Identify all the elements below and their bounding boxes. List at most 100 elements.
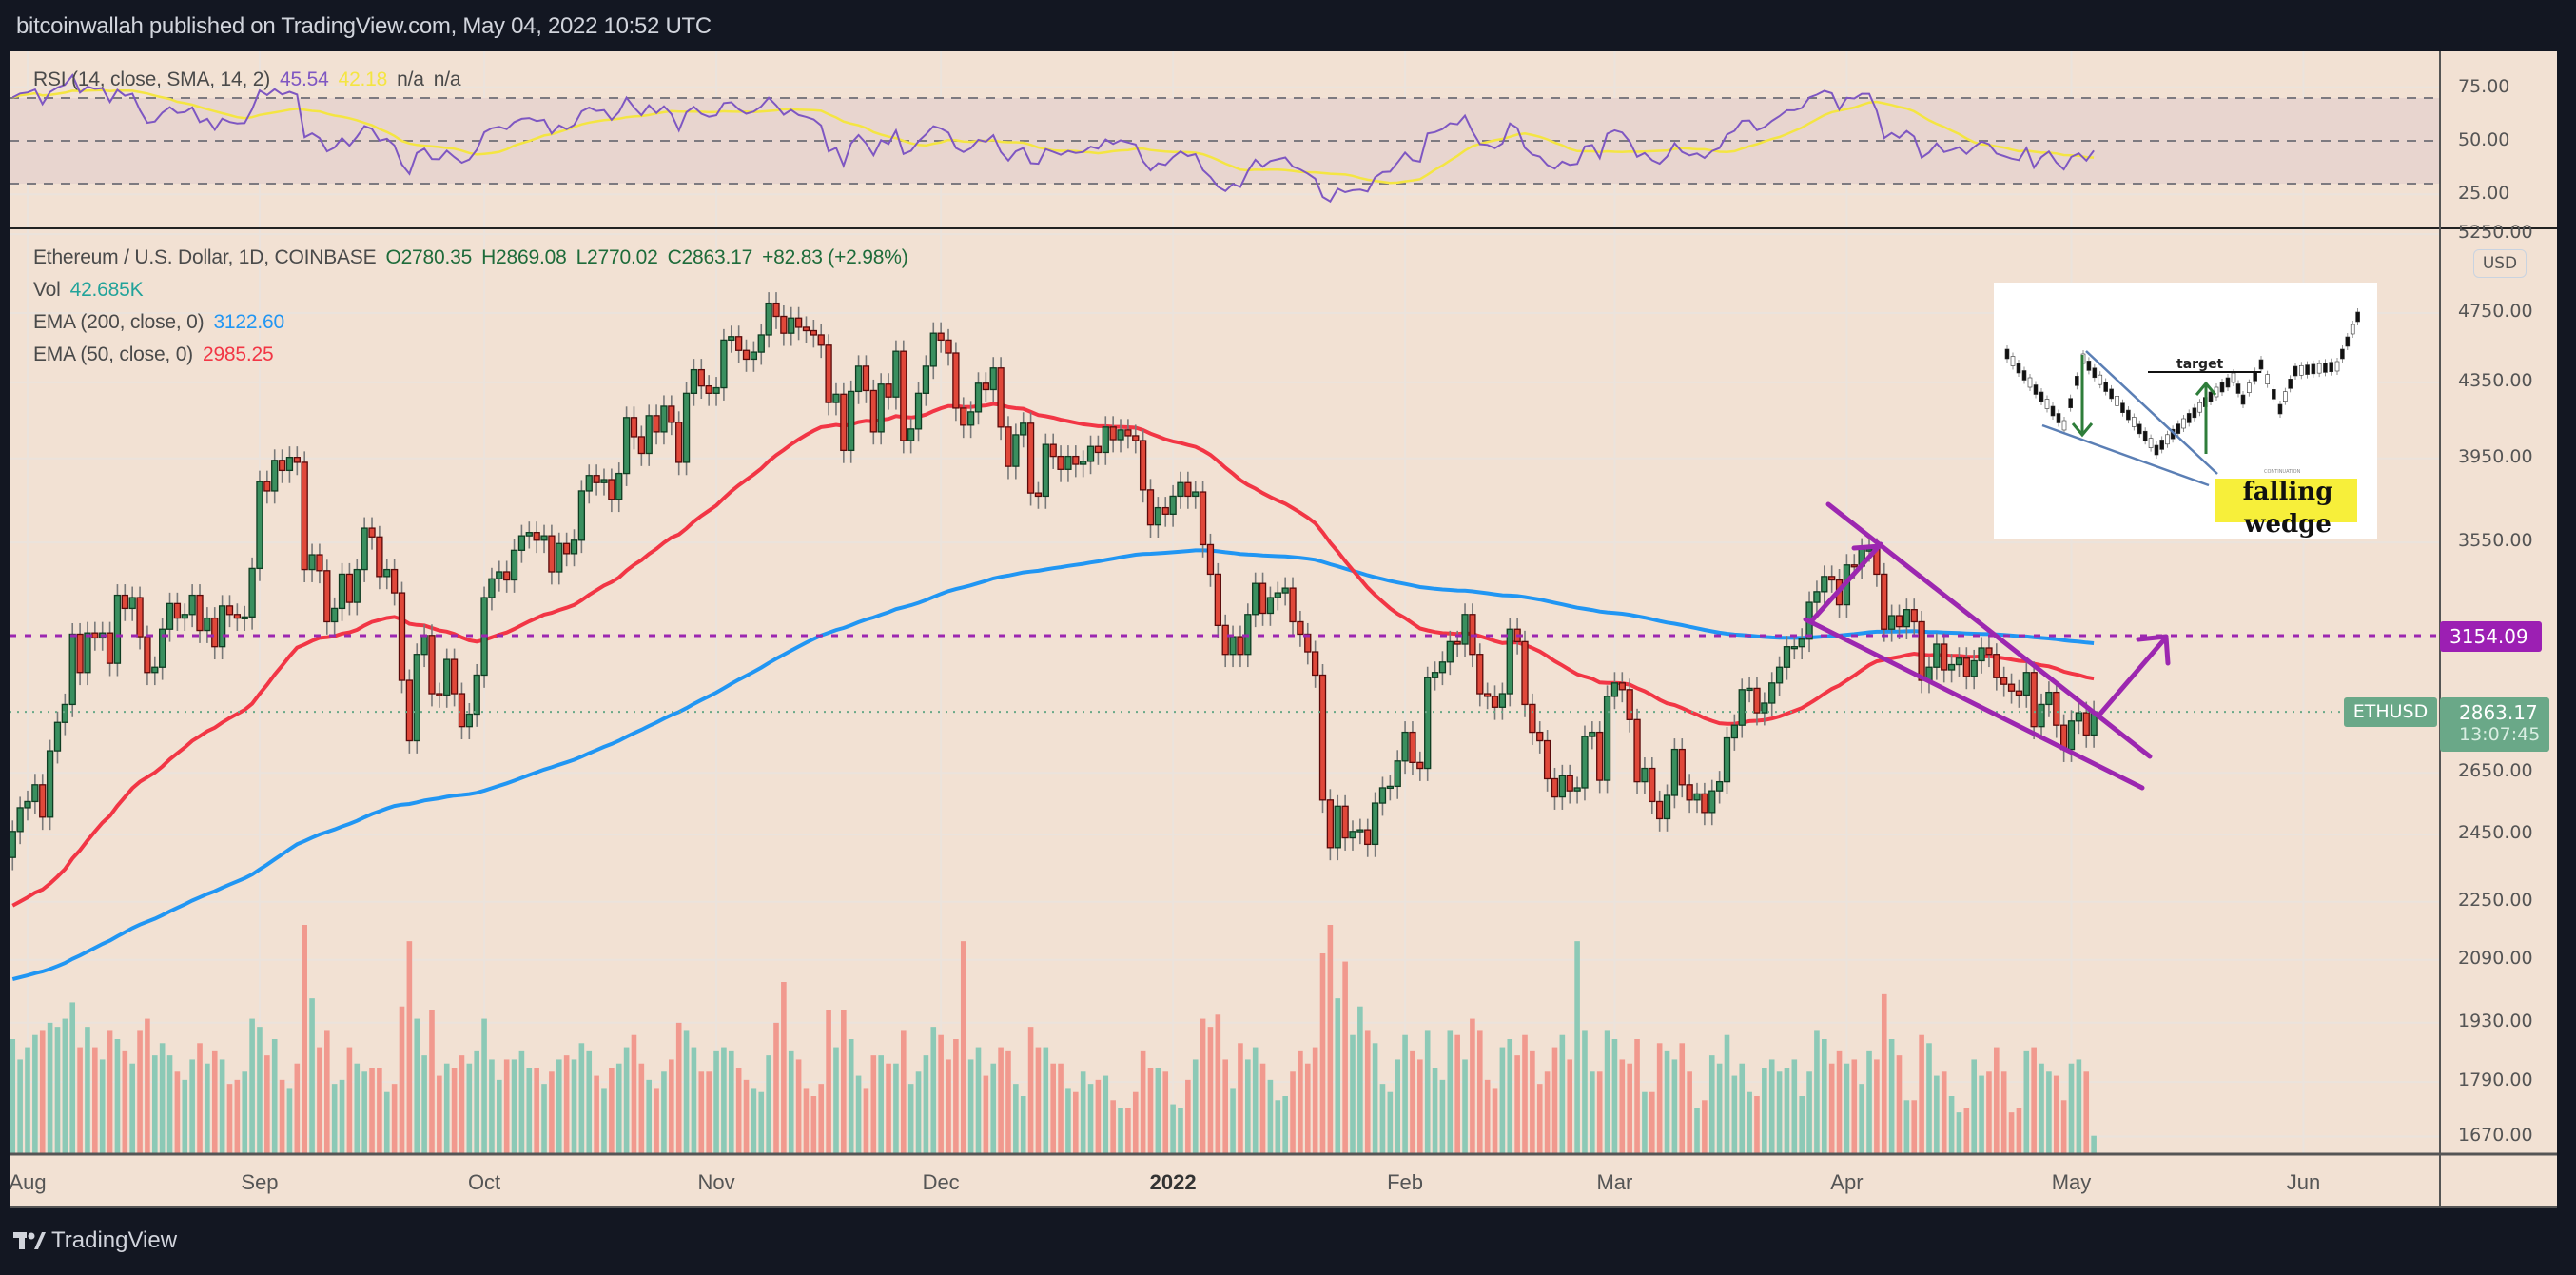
candle	[556, 542, 563, 573]
volume-bar	[623, 1047, 630, 1153]
volume-bar	[1170, 1104, 1176, 1153]
volume-bar	[459, 1055, 465, 1153]
candle	[1603, 696, 1611, 781]
candle	[533, 532, 540, 541]
volume-bar	[1522, 1034, 1528, 1153]
candle	[16, 807, 24, 833]
candle	[1086, 445, 1095, 462]
candle	[2022, 672, 2030, 696]
volume-bar	[1866, 1050, 1872, 1153]
rsi-legend[interactable]: RSI (14, close, SMA, 14, 2) 45.54 42.18 n/a…	[33, 69, 470, 91]
inset-caption-line1: falling	[2243, 478, 2333, 506]
candle	[900, 350, 907, 441]
volume-bar	[788, 1050, 794, 1153]
candle	[1184, 481, 1192, 498]
candle	[1498, 693, 1507, 708]
candle	[1094, 445, 1103, 454]
time-axis[interactable]: Aug Sep Oct Nov Dec 2022 Feb Mar Apr May Jun	[9, 1170, 2320, 1194]
candle	[76, 633, 84, 674]
volume-bar	[451, 1068, 458, 1153]
candle	[1610, 682, 1619, 697]
volume-bar	[534, 1068, 539, 1153]
volume-bar	[391, 1084, 398, 1153]
volume-bar	[946, 1059, 951, 1153]
candle	[1064, 455, 1072, 470]
inset-candle	[2126, 409, 2131, 421]
inset-candle	[2329, 362, 2334, 373]
volume-bar	[1828, 1063, 1835, 1153]
volume-bar	[541, 1084, 547, 1153]
volume-bar	[1140, 1050, 1146, 1153]
candle	[1311, 651, 1319, 677]
volume-bar	[1417, 1059, 1423, 1153]
symbol-legend[interactable]: Ethereum / U.S. Dollar, 1D, COINBASE O278…	[33, 246, 918, 269]
volume-bar	[99, 1059, 106, 1153]
inset-candle	[2305, 364, 2310, 375]
volume-bar	[1095, 1079, 1102, 1153]
volume-bar	[594, 1075, 599, 1153]
ema200-legend[interactable]: EMA (200, close, 0) 3122.60	[33, 311, 294, 334]
candle	[241, 616, 248, 619]
candle	[1161, 506, 1169, 515]
candle	[308, 554, 316, 571]
volume-bar	[406, 941, 413, 1153]
candle	[323, 570, 331, 623]
volume-bar	[900, 1030, 907, 1153]
candle	[128, 597, 136, 610]
candle	[817, 334, 825, 346]
inset-candle	[2316, 363, 2322, 374]
candle	[1192, 491, 1200, 498]
candle	[608, 479, 615, 500]
candle	[802, 326, 810, 332]
volume-bar	[601, 1088, 607, 1153]
currency-badge[interactable]: USD	[2473, 249, 2527, 278]
rsi-band-lines	[10, 97, 2435, 185]
time-axis-label: 2022	[1150, 1170, 1197, 1194]
volume-bar	[211, 1050, 218, 1153]
volume-bar	[383, 1091, 390, 1153]
candle	[1356, 829, 1364, 833]
candle	[24, 800, 31, 809]
candle	[735, 336, 743, 351]
volume-bar	[497, 1079, 502, 1153]
candle	[204, 617, 211, 632]
volume-bar	[1836, 1050, 1843, 1153]
candle	[1154, 506, 1162, 526]
trendline-drawings[interactable]	[10, 501, 2440, 791]
volume-bar	[1350, 1034, 1356, 1153]
time-axis-label: Aug	[9, 1170, 46, 1194]
candle	[1394, 760, 1401, 788]
candle	[1424, 677, 1432, 770]
candle	[585, 475, 593, 492]
inset-candle	[2137, 423, 2142, 435]
candle	[1730, 724, 1739, 739]
volume-bar	[855, 1075, 862, 1153]
candle	[1536, 731, 1544, 742]
inset-candle	[2192, 407, 2197, 419]
volume-bar	[646, 1079, 653, 1153]
volume-bar	[1027, 1027, 1034, 1153]
volume-bar	[77, 1047, 83, 1153]
candle	[248, 567, 256, 618]
candle	[825, 344, 832, 403]
ema50-legend[interactable]: EMA (50, close, 0) 2985.25	[33, 343, 283, 366]
candle	[540, 535, 548, 541]
volume-bar	[1312, 1047, 1318, 1153]
volume-bar	[735, 1068, 742, 1153]
volume-bar	[166, 1055, 173, 1153]
volume-bar	[1372, 1043, 1378, 1153]
candle	[1289, 587, 1297, 623]
rsi-sma-value: 42.18	[338, 69, 388, 90]
candle	[1656, 800, 1664, 820]
candle	[2082, 712, 2090, 736]
volume-legend[interactable]: Vol 42.685K	[33, 279, 152, 302]
tradingview-logo[interactable]: TradingView	[13, 1227, 177, 1254]
candle	[877, 383, 885, 433]
inset-candle	[2165, 434, 2170, 445]
volume-bar	[2008, 1112, 2015, 1153]
candle	[645, 415, 653, 455]
time-axis-label: Apr	[1830, 1170, 1863, 1194]
candle	[1708, 790, 1716, 814]
volume-bar	[1656, 1043, 1663, 1153]
